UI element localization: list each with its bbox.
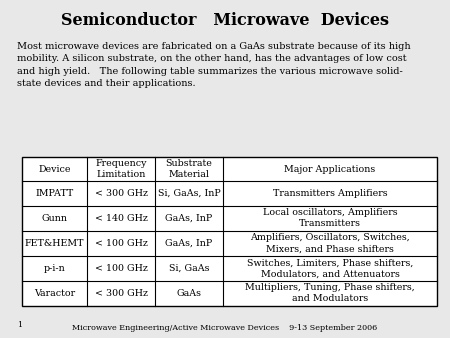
Text: < 300 GHz: < 300 GHz (94, 289, 148, 298)
Text: < 140 GHz: < 140 GHz (95, 214, 148, 223)
Text: GaAs, InP: GaAs, InP (165, 239, 212, 248)
Text: < 100 GHz: < 100 GHz (95, 264, 148, 273)
Text: FET&HEMT: FET&HEMT (25, 239, 84, 248)
Text: Most microwave devices are fabricated on a GaAs substrate because of its high
mo: Most microwave devices are fabricated on… (17, 42, 411, 88)
Bar (22, 157, 437, 306)
Text: Multipliers, Tuning, Phase shifters,
and Modulators: Multipliers, Tuning, Phase shifters, and… (245, 283, 415, 304)
Text: Local oscillators, Amplifiers
Transmitters: Local oscillators, Amplifiers Transmitte… (263, 209, 397, 228)
Text: Substrate
Material: Substrate Material (166, 159, 212, 179)
Text: Gunn: Gunn (41, 214, 68, 223)
Bar (22, 157, 437, 306)
Text: Transmitters Amplifiers: Transmitters Amplifiers (273, 189, 387, 198)
Text: Device: Device (38, 165, 71, 174)
Text: Varactor: Varactor (34, 289, 75, 298)
Text: 1: 1 (17, 320, 22, 329)
Text: GaAs, InP: GaAs, InP (165, 214, 212, 223)
Text: < 300 GHz: < 300 GHz (94, 189, 148, 198)
Text: GaAs: GaAs (176, 289, 202, 298)
Text: Major Applications: Major Applications (284, 165, 376, 174)
Text: Microwave Engineering/Active Microwave Devices    9-13 September 2006: Microwave Engineering/Active Microwave D… (72, 324, 378, 332)
Text: Si, GaAs, InP: Si, GaAs, InP (158, 189, 220, 198)
Text: IMPATT: IMPATT (35, 189, 73, 198)
Text: < 100 GHz: < 100 GHz (95, 239, 148, 248)
Text: Switches, Limiters, Phase shifters,
Modulators, and Attenuators: Switches, Limiters, Phase shifters, Modu… (247, 258, 413, 279)
Text: Frequency
Limitation: Frequency Limitation (95, 159, 147, 179)
Text: Semiconductor   Microwave  Devices: Semiconductor Microwave Devices (61, 12, 389, 29)
Text: Amplifiers, Oscillators, Switches,
Mixers, and Phase shifters: Amplifiers, Oscillators, Switches, Mixer… (250, 233, 410, 254)
Text: Si, GaAs: Si, GaAs (169, 264, 209, 273)
Text: p-i-n: p-i-n (44, 264, 65, 273)
